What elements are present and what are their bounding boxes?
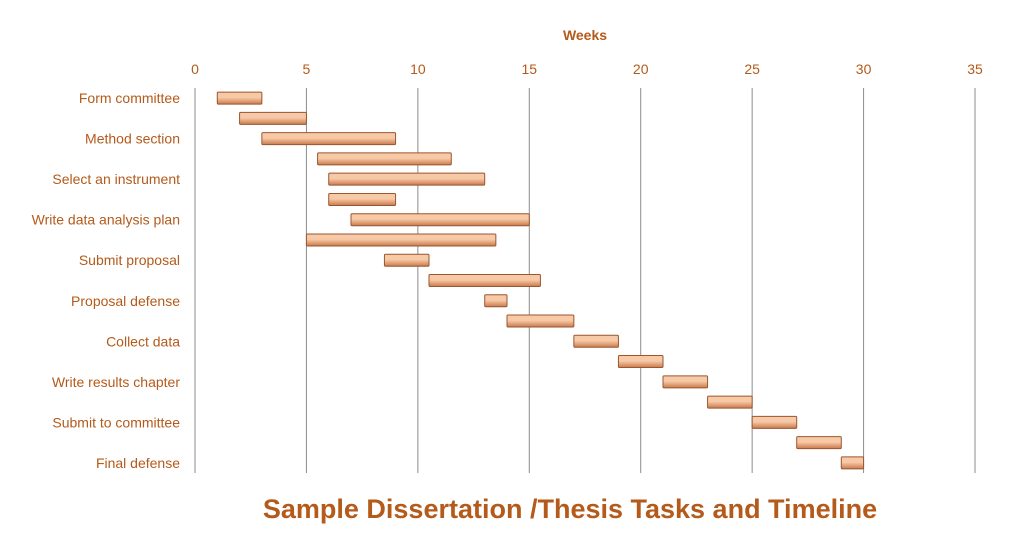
category-label-7: Collect data [106,333,180,349]
x-axis-title: Weeks [563,27,607,43]
task-bar-4 [317,152,452,166]
task-bar-18 [796,436,842,450]
task-bar-16 [707,395,753,409]
x-tick-label-20: 20 [633,61,649,77]
category-label-6: Proposal defense [71,293,180,309]
gantt-chart: Weeks 0 5 10 15 20 25 30 35 Form committee Metho… [32,27,983,473]
x-tick-label-5: 5 [303,61,311,77]
task-bar-14 [617,355,664,369]
task-bar-9 [383,253,430,267]
task-bar-15 [662,375,709,389]
bars [216,91,865,470]
category-label-2: Method section [85,131,180,147]
task-bar-12 [506,314,575,328]
task-bar-3 [261,132,397,146]
grid-lines [194,88,976,473]
category-label-8: Write results chapter [52,374,180,390]
task-bar-11 [484,294,508,308]
category-label-9: Submit to committee [52,414,180,430]
task-bar-7 [350,213,530,227]
task-bar-6 [328,192,397,206]
x-tick-label-30: 30 [856,61,872,77]
task-bar-10 [428,274,541,287]
chart-title: Sample Dissertation /Thesis Tasks and Ti… [262,494,878,524]
task-bar-17 [751,415,798,429]
x-tick-label-25: 25 [744,61,760,77]
category-label-4: Write data analysis plan [32,212,180,228]
category-labels: Form committee Method section Select an in… [32,90,181,471]
category-label-3: Select an instrument [52,171,180,187]
task-bar-13 [573,334,619,348]
x-tick-labels: 0 5 10 15 20 25 30 35 [191,61,983,77]
category-label-10: Final defense [96,455,180,471]
x-tick-label-0: 0 [191,61,199,77]
task-bar-8 [305,233,497,247]
task-bar-5 [328,172,486,186]
category-label-5: Submit proposal [79,252,180,268]
task-bar-19 [840,456,865,470]
x-tick-label-15: 15 [521,61,537,77]
category-label-1: Form committee [79,90,180,106]
task-bar-2 [239,111,307,125]
task-bar-1 [216,91,263,105]
x-tick-label-35: 35 [967,61,983,77]
x-tick-label-10: 10 [410,61,426,77]
